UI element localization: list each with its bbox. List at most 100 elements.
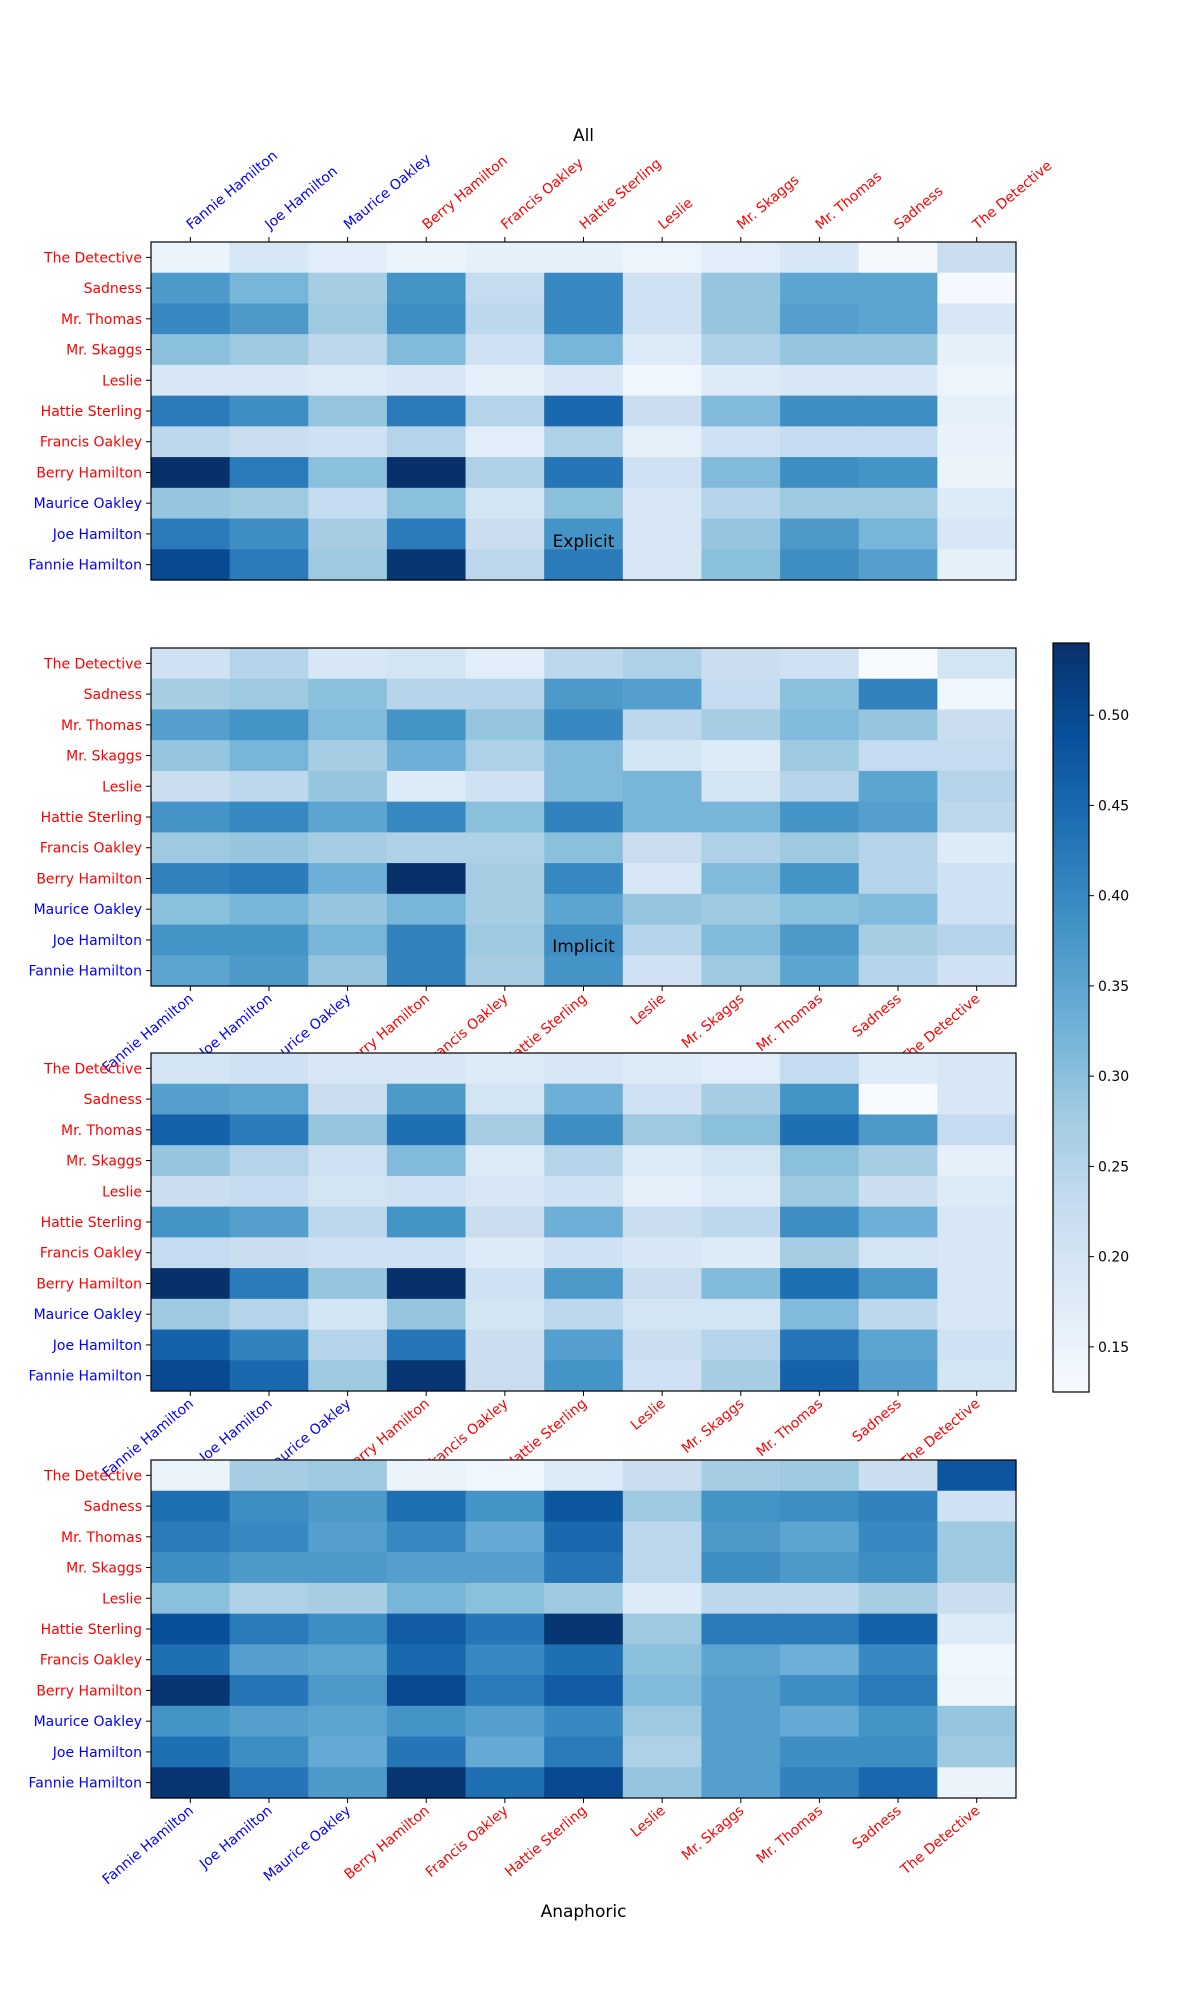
heatmap-cell (386, 457, 467, 489)
heatmap-cell (465, 1206, 545, 1238)
heatmap-cell (780, 272, 860, 305)
heatmap-cell (229, 487, 309, 520)
heatmap-cell (937, 1521, 1017, 1553)
heatmap-cell (780, 1206, 860, 1238)
heatmap-cell (151, 1521, 231, 1553)
heatmap-cell (465, 678, 545, 711)
heatmap-cell (937, 770, 1017, 803)
heatmap-cell (937, 1675, 1017, 1707)
colorbar-tick-label: 0.15 (1098, 1340, 1129, 1356)
heatmap-cell (622, 1114, 703, 1146)
heatmap-cell (701, 364, 781, 397)
heatmap-cell (780, 487, 860, 520)
colorbar-gradient (1053, 643, 1089, 1392)
heatmap-cell (701, 678, 781, 711)
heatmap-cell (780, 518, 860, 550)
heatmap-cell (386, 678, 467, 711)
heatmap-cell (465, 1521, 545, 1553)
heatmap-cell (308, 334, 388, 366)
heatmap-cell (544, 364, 624, 397)
heatmap-cell (937, 1083, 1017, 1116)
heatmap-cell (858, 678, 938, 711)
heatmap-cell (386, 1175, 467, 1208)
x-tick-label: Leslie (655, 195, 696, 233)
heatmap-cell (780, 1237, 860, 1269)
heatmap-cell (858, 487, 938, 520)
heatmap-cell (308, 1175, 388, 1208)
heatmap-cell (386, 1582, 467, 1615)
heatmap-cell (701, 1460, 781, 1492)
y-tick-label: Francis Oakley (40, 1246, 142, 1262)
heatmap-cell (622, 709, 703, 741)
heatmap-cell (544, 863, 624, 895)
heatmap-cell (780, 1145, 860, 1177)
y-tick-label: Hattie Sterling (41, 404, 142, 420)
heatmap-cell (622, 1329, 703, 1361)
y-tick-label: Mr. Thomas (61, 312, 142, 328)
heatmap-cell (622, 1644, 703, 1676)
heatmap-cell (622, 1613, 703, 1645)
heatmap-cell (937, 1237, 1017, 1269)
heatmap-cell (858, 1145, 938, 1177)
heatmap-cell (465, 1644, 545, 1676)
heatmap-cell (544, 1613, 624, 1645)
heatmap-cell (622, 678, 703, 711)
heatmap-cell (937, 1552, 1017, 1584)
heatmap-cell (544, 1053, 624, 1085)
heatmap-cell (308, 1613, 388, 1645)
x-tick-label: Mr. Thomas (754, 991, 826, 1055)
heatmap-cell (544, 1705, 624, 1738)
heatmap-cell (622, 457, 703, 489)
y-tick-label: Mr. Thomas (61, 1530, 142, 1546)
y-tick-label: Joe Hamilton (52, 1745, 142, 1761)
heatmap-cell (151, 1053, 231, 1085)
heatmap-cell (229, 334, 309, 366)
heatmap-cell (544, 334, 624, 366)
heatmap-cell (622, 1083, 703, 1116)
heatmap-cell (308, 1298, 388, 1331)
heatmap-cell (780, 1360, 860, 1392)
y-tick-label: The Detective (43, 1468, 142, 1484)
heatmap-cell (937, 303, 1017, 335)
heatmap-cell (544, 1644, 624, 1676)
heatmap-cell (858, 955, 938, 987)
heatmap-cell (308, 1114, 388, 1146)
heatmap-cell (780, 955, 860, 987)
heatmap-cell (937, 242, 1017, 274)
heatmap-cell (151, 487, 231, 520)
heatmap-cell (780, 1552, 860, 1584)
heatmap-cell (465, 1582, 545, 1615)
heatmap-cell (229, 648, 309, 680)
heatmap-cell (308, 487, 388, 520)
heatmap-cell (780, 709, 860, 741)
heatmap-cell (386, 1552, 467, 1584)
heatmap-cell (151, 678, 231, 711)
heatmap-cell (701, 334, 781, 366)
heatmap-cell (465, 1490, 545, 1523)
x-tick-label: Mr. Thomas (754, 1803, 826, 1867)
heatmap-cell (858, 334, 938, 366)
x-axis-label: Anaphoric (541, 1902, 627, 1922)
y-tick-label: Sadness (84, 1499, 142, 1515)
heatmap-cell (858, 1521, 938, 1553)
heatmap-cell (465, 1736, 545, 1768)
heatmap-cell (308, 770, 388, 803)
heatmap-cell (308, 1767, 388, 1799)
heatmap-cell (622, 334, 703, 366)
heatmap-cell (229, 832, 309, 864)
heatmap-cell (780, 1490, 860, 1523)
x-tick-label: The Detective (897, 1803, 983, 1879)
heatmap-cell (465, 1705, 545, 1738)
heatmap-cell (858, 1298, 938, 1331)
heatmap-cell (229, 1644, 309, 1676)
x-tick-label: Hattie Sterling (502, 1803, 590, 1880)
heatmap-cell (544, 924, 624, 956)
heatmap-cell (780, 1675, 860, 1707)
heatmap-cell (701, 1145, 781, 1177)
x-tick-label: Berry Hamilton (342, 1803, 433, 1883)
heatmap-cell (937, 426, 1017, 458)
x-tick-label: Leslie (628, 1803, 669, 1841)
heatmap-cell (229, 678, 309, 711)
heatmap-cell (544, 893, 624, 926)
heatmap-cell (780, 242, 860, 274)
